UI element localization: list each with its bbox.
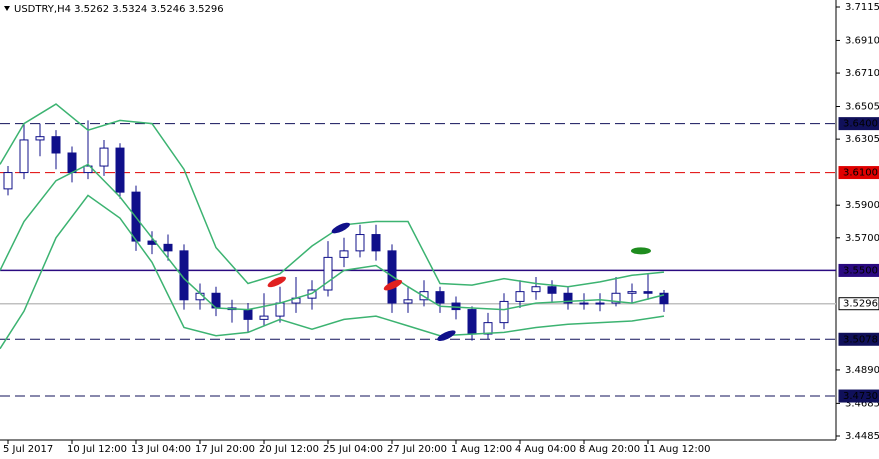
candle-body [563, 292, 573, 304]
candle-body [275, 302, 285, 317]
y-tick-label: 3.4485 [845, 431, 879, 442]
marker [267, 276, 286, 288]
level-label-box [838, 117, 879, 131]
candle-body [547, 286, 557, 294]
candle-body [67, 152, 77, 174]
candle-body [435, 291, 445, 304]
candle-body [243, 309, 253, 320]
candle-body [99, 147, 109, 167]
x-tick-label: 8 Aug 20:00 [579, 444, 640, 455]
y-tick-label: 3.6910 [845, 35, 879, 46]
x-tick-label: 25 Jul 04:00 [323, 444, 383, 455]
candle-body [531, 286, 541, 293]
marker [331, 222, 350, 234]
x-tick-label: 20 Jul 12:00 [259, 444, 319, 455]
x-tick-label: 27 Jul 20:00 [387, 444, 447, 455]
level-label: 3.5078 [843, 334, 878, 345]
x-tick-label: 10 Jul 12:00 [67, 444, 127, 455]
candle-body [3, 172, 13, 190]
candle-body [339, 250, 349, 258]
level-label: 3.4730 [843, 391, 878, 402]
candle-body [19, 139, 29, 174]
level-label-box [838, 166, 879, 180]
candle-body [643, 291, 653, 294]
level-label: 3.6100 [843, 168, 878, 179]
band-line [0, 163, 665, 311]
candle-body [483, 322, 493, 335]
y-tick-label: 3.4890 [845, 365, 879, 376]
chart-title: USDTRY,H4 3.5262 3.5324 3.5246 3.5296 [14, 4, 224, 15]
candle-body [179, 250, 189, 301]
x-tick-label: 17 Jul 20:00 [195, 444, 255, 455]
y-tick-label: 3.6710 [845, 68, 879, 79]
candle-body [35, 136, 45, 141]
candle-body [51, 136, 61, 154]
candle-body [659, 292, 669, 305]
candle-body [515, 291, 525, 302]
x-tick-label: 11 Aug 12:00 [643, 444, 710, 455]
candle-body [355, 234, 365, 252]
level-label: 3.5500 [843, 265, 878, 276]
candle-body [627, 291, 637, 294]
candle-body [163, 243, 173, 252]
marker [630, 247, 651, 255]
y-tick-label: 3.5700 [845, 233, 879, 244]
level-label-box [838, 263, 879, 277]
y-tick-label: 3.7115 [845, 2, 879, 13]
y-tick-label: 3.5900 [845, 200, 879, 211]
x-tick-label: 1 Aug 12:00 [451, 444, 512, 455]
x-tick-label: 5 Jul 2017 [3, 444, 53, 455]
level-label-box [838, 297, 879, 311]
candle-body [115, 147, 125, 193]
marker [383, 279, 403, 291]
y-tick-label: 3.6505 [845, 102, 879, 113]
level-label: 3.5296 [843, 299, 878, 310]
level-label-box [838, 332, 879, 346]
marker [437, 330, 456, 341]
candle-body [579, 302, 589, 305]
candle-body [467, 309, 477, 335]
candle-body [371, 234, 381, 252]
band-line [0, 103, 665, 288]
level-label-box [838, 389, 879, 403]
candle-body [499, 300, 509, 324]
band-line [0, 194, 665, 350]
candle-body [403, 299, 413, 304]
y-tick-label: 3.6305 [845, 134, 879, 145]
candle-body [259, 315, 269, 320]
candle-body [611, 292, 621, 304]
candle-body [595, 302, 605, 305]
level-label: 3.6400 [843, 119, 878, 130]
candle-body [323, 256, 333, 291]
x-tick-label: 13 Jul 04:00 [131, 444, 191, 455]
collapse-icon [4, 6, 10, 11]
x-tick-label: 4 Aug 04:00 [515, 444, 576, 455]
y-tick-label: 3.4685 [845, 398, 879, 409]
